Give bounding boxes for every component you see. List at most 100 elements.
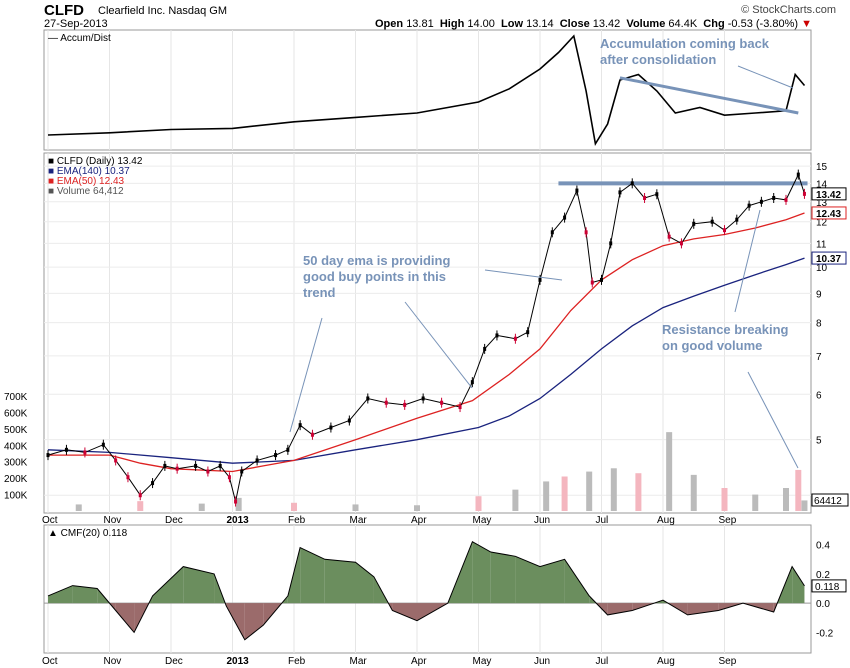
company-name: Clearfield Inc. [98,5,166,17]
price-candle [286,447,290,452]
annotation-leader [747,371,799,469]
price-candle [329,425,333,430]
volume-bar [352,504,359,511]
volume-bar [543,481,550,511]
volume-bar [235,497,242,511]
volume-bar [586,471,593,511]
cmf-positive-area [564,559,590,604]
cmf-month-label: 2013 [227,656,250,667]
price-line [47,173,805,502]
price-month-label: Oct [42,515,58,526]
price-candle [101,442,105,447]
price-tick-label: 9 [816,289,822,300]
cmf-month-label: Feb [288,656,306,667]
price-month-label: Jun [534,515,550,526]
price-candle [679,241,683,246]
high-label: High [439,18,465,30]
down-arrow-icon: ▼ [801,18,812,30]
volume-tick-label: 500K [4,425,28,436]
cmf-negative-area [607,603,633,615]
open-label: Open [375,18,404,30]
price-candle [618,190,622,195]
cmf-positive-area [300,547,325,604]
price-legend-item: ■ Volume 64,412 [48,186,124,197]
price-candle [609,241,613,246]
cmf-month-label: Oct [42,656,58,667]
price-month-label: Apr [411,515,427,526]
grid-lines [44,30,811,653]
close-label: Close [559,18,590,30]
price-month-label: Dec [165,515,183,526]
ema50-tag-box [811,206,847,220]
price-candle [590,280,594,285]
price-legend-item: ■ EMA(140) 10.37 [48,166,130,177]
cmf-tick-label: -0.2 [816,628,834,639]
volume-bar [512,489,519,511]
price-tick-label: 12 [816,218,828,229]
price-candle [526,330,530,335]
cmf-negative-area [115,603,135,633]
price-candle [495,333,499,338]
price-candle [194,463,198,468]
cmf-month-label: Jun [534,656,550,667]
price-candle [784,197,788,202]
price-tick-label: 5 [816,436,822,447]
volume-bar [414,505,420,511]
ema140-line [47,257,805,464]
price-tick-label: 6 [816,390,822,401]
volume-bar [666,432,673,511]
volume-label: Volume [626,18,666,30]
annotation-leader [484,269,563,281]
price-month-label: Sep [719,515,737,526]
cmf-legend: ▲ CMF(20) 0.118 [48,528,128,539]
cmf-month-label: Dec [165,656,183,667]
cmf-negative-area [244,603,264,640]
price-candle [630,181,634,186]
price-candle [403,402,407,407]
cmf-positive-area [324,559,356,604]
price-candle [83,450,87,455]
price-candle [255,458,259,463]
annotation-text: Resistance breaking [662,322,789,337]
price-candle [575,188,579,193]
price-tick-label: 10 [816,263,828,274]
accum-trend-line [619,76,799,115]
volume-bar [137,501,144,511]
price-candle [747,203,751,208]
cmf-panel-frame [43,524,812,654]
exchange-name: Nasdaq GM [168,5,228,17]
price-candle [163,463,167,468]
low-label: Low [501,18,524,30]
price-month-label: Jul [596,515,609,526]
chg-value: -0.53 (-3.80%) [727,18,799,30]
cmf-last-box [811,579,847,593]
price-candle [151,481,155,486]
volume-bar [198,503,205,511]
price-candle [298,423,302,428]
annotation-leader [737,65,794,89]
price-candle [513,336,517,341]
volume-bar [783,488,789,511]
price-candle [440,400,444,405]
cmf-line [47,540,805,641]
cmf-month-label: Mar [350,656,368,667]
price-candle [759,199,763,204]
price-candle [563,215,567,220]
price-candle [126,475,130,480]
price-candle [667,234,671,239]
cmf-tick-label: 0.0 [816,599,830,610]
price-tick-label: 8 [816,319,822,330]
annotation-leader [289,317,323,433]
cmf-positive-area [515,556,540,604]
price-candle [366,396,370,401]
chg-label: Chg [703,18,725,30]
price-month-label: Mar [350,515,368,526]
price-candle [655,192,659,197]
axis-labels: Oct Oct Nov Nov Dec Dec 2013 2013 Feb Feb Mar Mar Ap… [4,162,849,667]
ema140-tag-box [811,251,847,265]
high-value: 14.00 [467,18,495,30]
price-candle [710,219,714,224]
price-month-label: 2013 [227,515,250,526]
volume-bar [752,494,759,511]
